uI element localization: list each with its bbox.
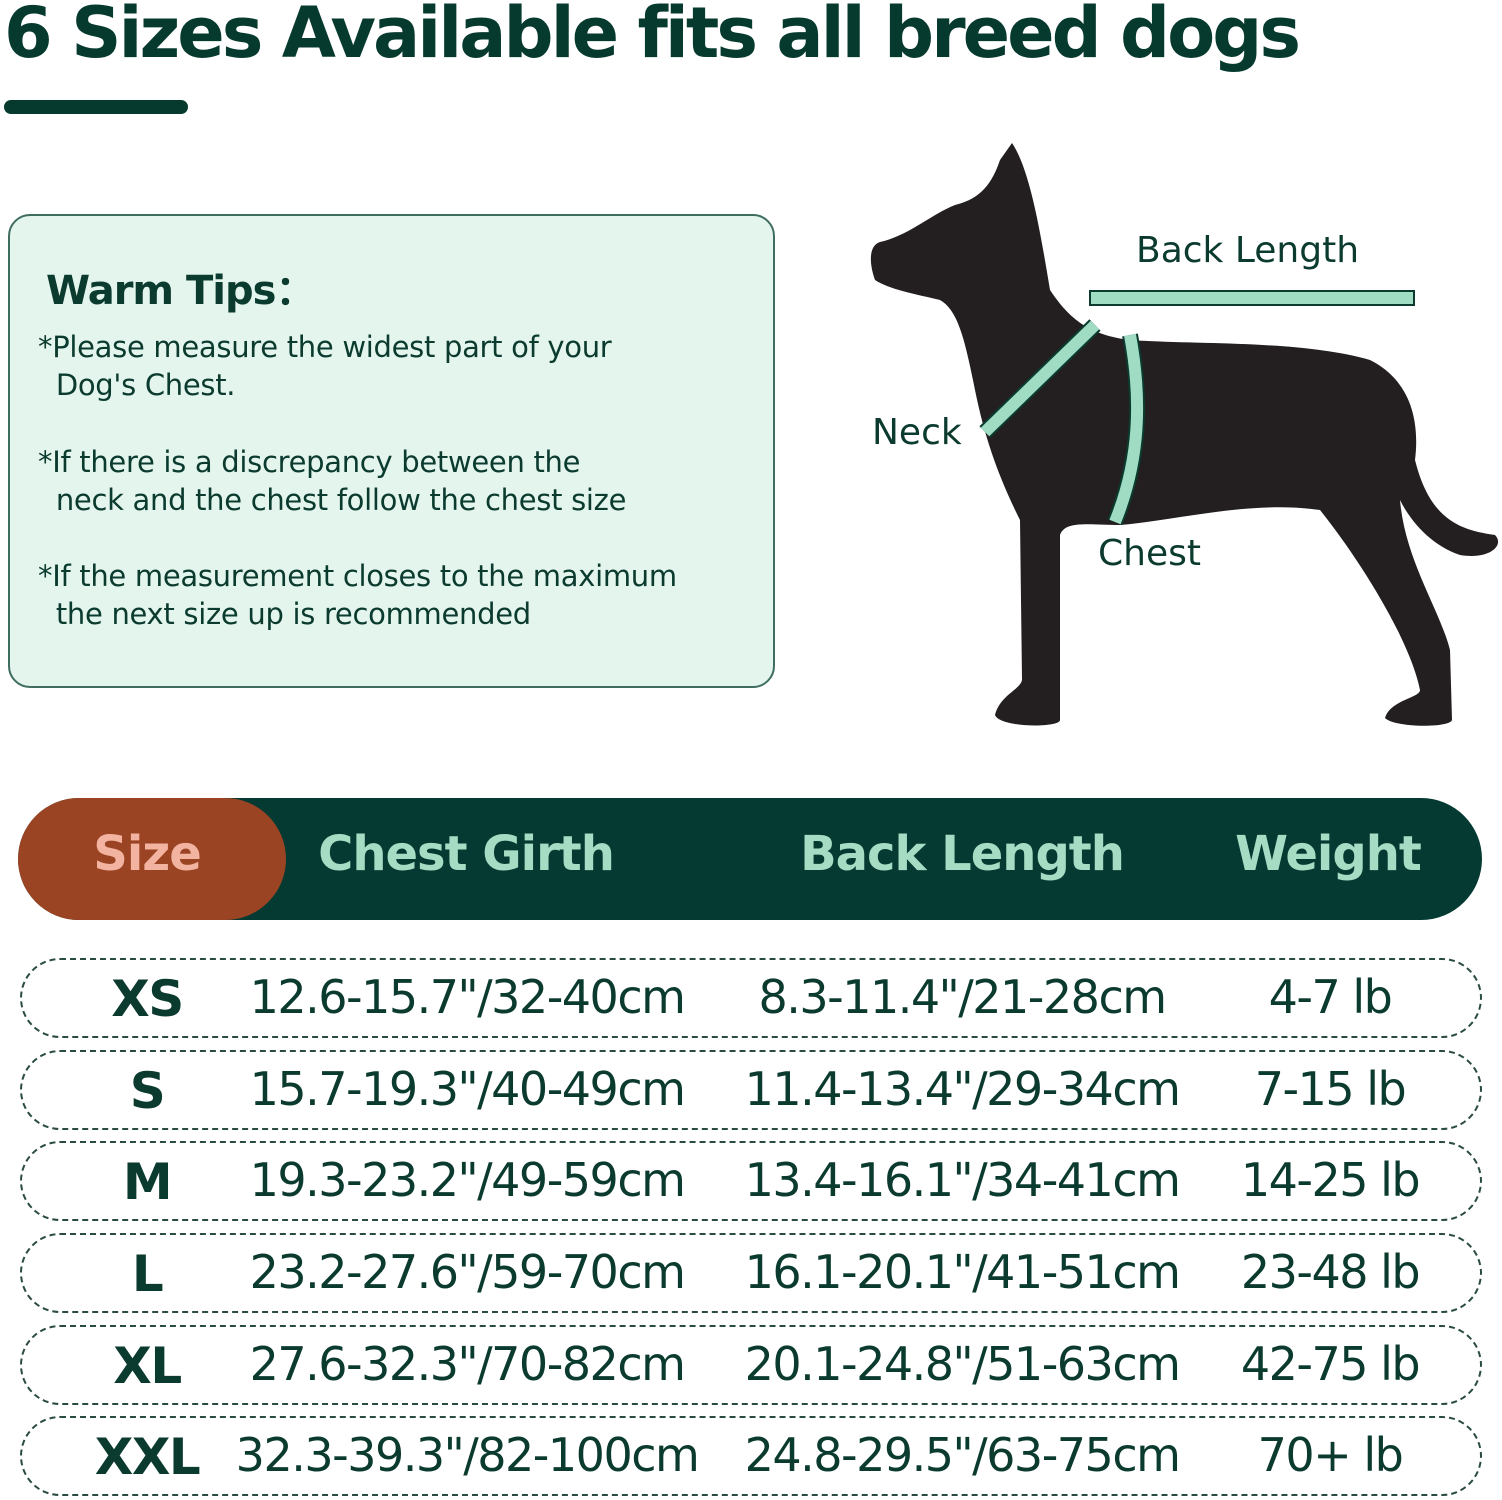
- cell-back-length: 24.8-29.5"/63-75cm: [744, 1428, 1181, 1482]
- table-row: [20, 1233, 1482, 1313]
- table-row: [20, 958, 1482, 1038]
- cell-size: XXL: [94, 1428, 201, 1486]
- header-chest-girth: Chest Girth: [318, 826, 615, 882]
- cell-size: XS: [111, 970, 184, 1028]
- cell-size: M: [122, 1153, 173, 1211]
- warm-tips-box: [8, 214, 775, 688]
- cell-chest-girth: 27.6-32.3"/70-82cm: [249, 1337, 686, 1391]
- page-title: 6 Sizes Available fits all breed dogs: [4, 0, 1301, 74]
- neck-label: Neck: [872, 412, 962, 453]
- tip-item: *If the measurement closes to the maximu…: [38, 559, 677, 631]
- cell-chest-girth: 23.2-27.6"/59-70cm: [249, 1245, 686, 1299]
- cell-back-length: 8.3-11.4"/21-28cm: [758, 970, 1167, 1024]
- cell-weight: 4-7 lb: [1268, 970, 1393, 1024]
- size-header-pill: [18, 798, 286, 920]
- header-weight: Weight: [1235, 826, 1422, 882]
- cell-weight: 23-48 lb: [1240, 1245, 1421, 1299]
- cell-back-length: 11.4-13.4"/29-34cm: [744, 1062, 1181, 1116]
- cell-chest-girth: 12.6-15.7"/32-40cm: [249, 970, 686, 1024]
- cell-back-length: 16.1-20.1"/41-51cm: [744, 1245, 1181, 1299]
- cell-size: XL: [113, 1337, 182, 1395]
- tip-item: *If there is a discrepancy between the n…: [38, 445, 627, 517]
- cell-size: S: [129, 1062, 166, 1120]
- cell-back-length: 13.4-16.1"/34-41cm: [744, 1153, 1181, 1207]
- dog-silhouette-icon: [870, 143, 1499, 726]
- cell-chest-girth: 19.3-23.2"/49-59cm: [249, 1153, 686, 1207]
- tip-item: *Please measure the widest part of your …: [38, 330, 612, 402]
- cell-weight: 7-15 lb: [1254, 1062, 1407, 1116]
- back-tape-icon: [1089, 290, 1415, 306]
- dog-measurement-diagram: [870, 143, 1499, 726]
- cell-back-length: 20.1-24.8"/51-63cm: [744, 1337, 1181, 1391]
- cell-size: L: [131, 1245, 164, 1303]
- cell-weight: 42-75 lb: [1240, 1337, 1421, 1391]
- table-row: [20, 1141, 1482, 1221]
- header-size: Size: [93, 826, 202, 882]
- cell-weight: 14-25 lb: [1240, 1153, 1421, 1207]
- table-row: [20, 1416, 1482, 1496]
- tips-heading: Warm Tips：: [46, 268, 315, 314]
- cell-weight: 70+ lb: [1257, 1428, 1404, 1482]
- cell-chest-girth: 15.7-19.3"/40-49cm: [249, 1062, 686, 1116]
- title-underline: [4, 100, 188, 114]
- table-row: [20, 1050, 1482, 1130]
- table-row: [20, 1325, 1482, 1405]
- back-length-label: Back Length: [1136, 230, 1360, 271]
- cell-chest-girth: 32.3-39.3"/82-100cm: [235, 1428, 700, 1482]
- chest-label: Chest: [1098, 533, 1201, 574]
- header-back-length: Back Length: [800, 826, 1125, 882]
